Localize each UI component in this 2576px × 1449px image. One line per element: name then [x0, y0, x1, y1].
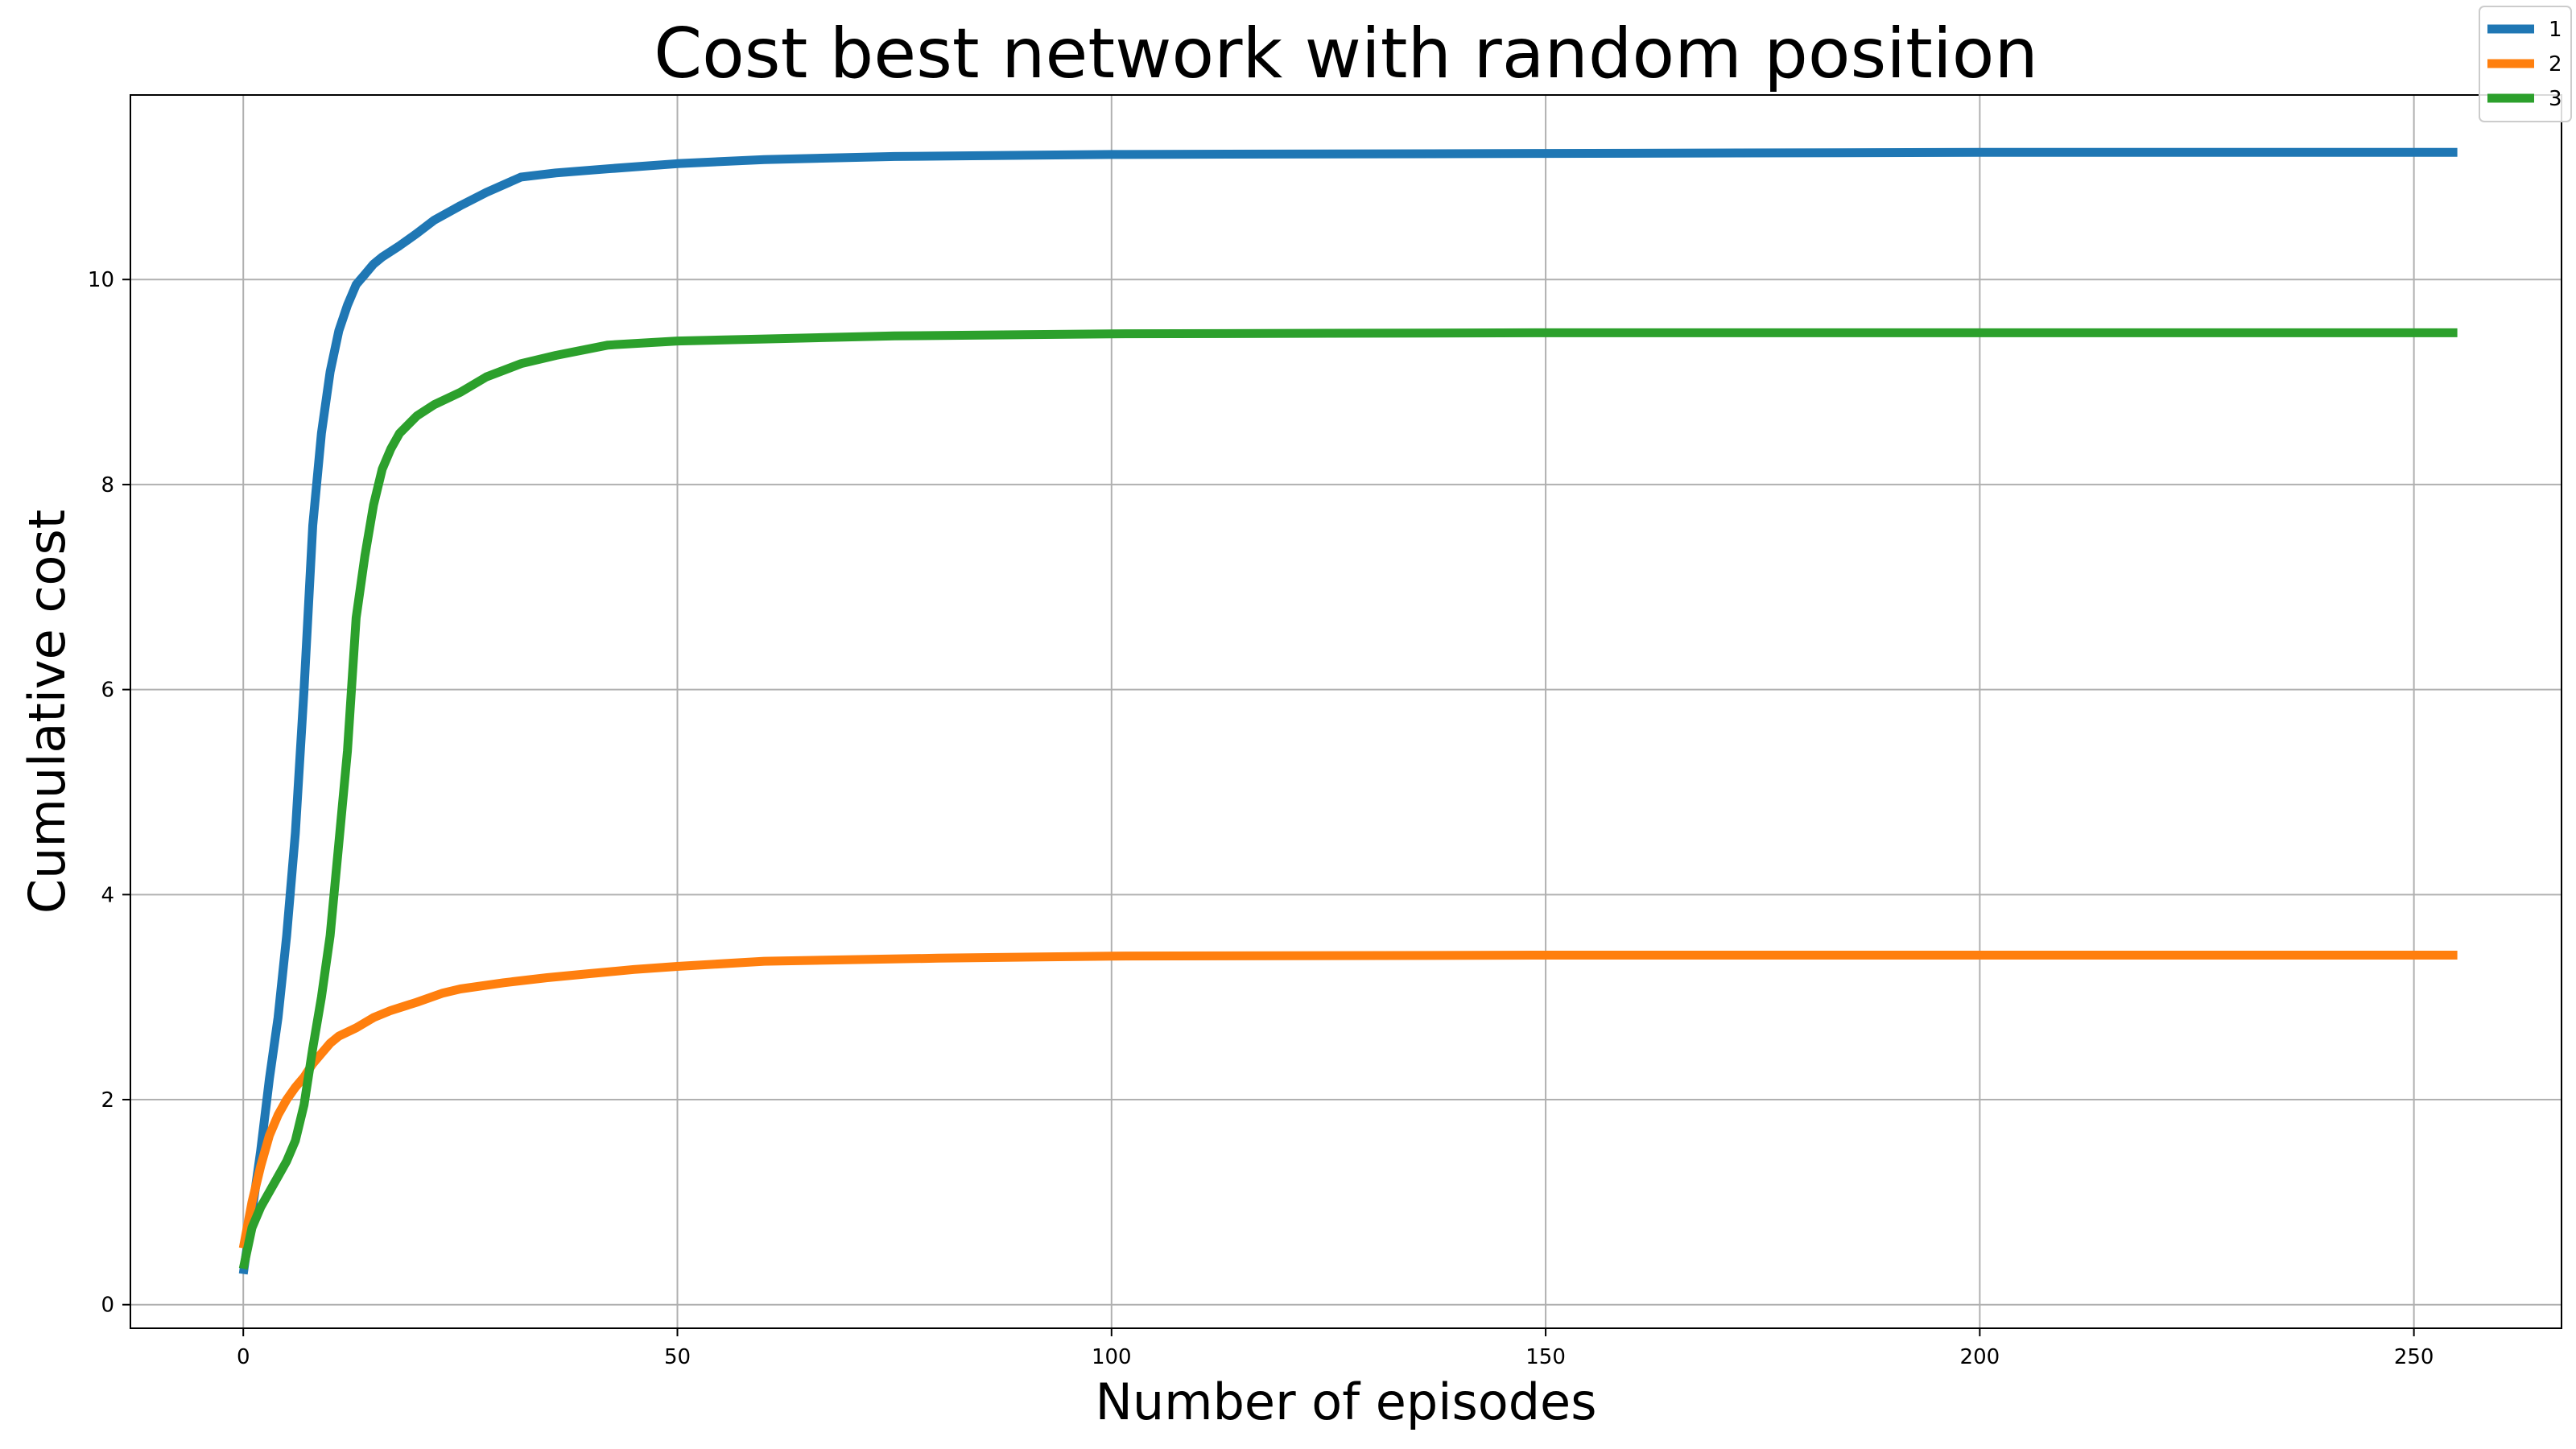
y-tick-label: 4 [101, 883, 114, 907]
x-tick-label: 100 [1092, 1345, 1132, 1369]
y-tick-label: 2 [101, 1088, 114, 1113]
legend-label-3: 3 [2549, 87, 2562, 111]
y-tick-label: 8 [101, 473, 114, 497]
series-line-3 [238, 328, 2458, 1270]
series-lines [238, 147, 2458, 1275]
x-tick-label: 150 [1525, 1345, 1566, 1369]
y-tick-label: 10 [88, 268, 114, 292]
plot-frame [130, 94, 2562, 1329]
chart-title: Cost best network with random position [654, 14, 2038, 94]
legend: 1 2 3 [2479, 6, 2572, 122]
legend-label-2: 2 [2549, 52, 2562, 76]
grid-lines [130, 95, 2562, 1328]
x-tick-label: 250 [2394, 1345, 2434, 1369]
x-tick-label: 200 [1960, 1345, 2000, 1369]
series-line-2 [238, 951, 2458, 1249]
y-tick-label: 6 [101, 679, 114, 703]
series-line-1 [238, 147, 2458, 1275]
y-axis-label: Cumulative cost [18, 510, 76, 914]
y-tick-label: 0 [101, 1294, 114, 1318]
x-axis-label: Number of episodes [1096, 1373, 1597, 1431]
legend-label-1: 1 [2549, 18, 2562, 42]
x-tick-label: 50 [664, 1345, 691, 1369]
axis-ticks: 0 50 100 150 200 250 0 2 4 6 8 10 [88, 268, 2434, 1369]
x-tick-label: 0 [237, 1345, 250, 1369]
